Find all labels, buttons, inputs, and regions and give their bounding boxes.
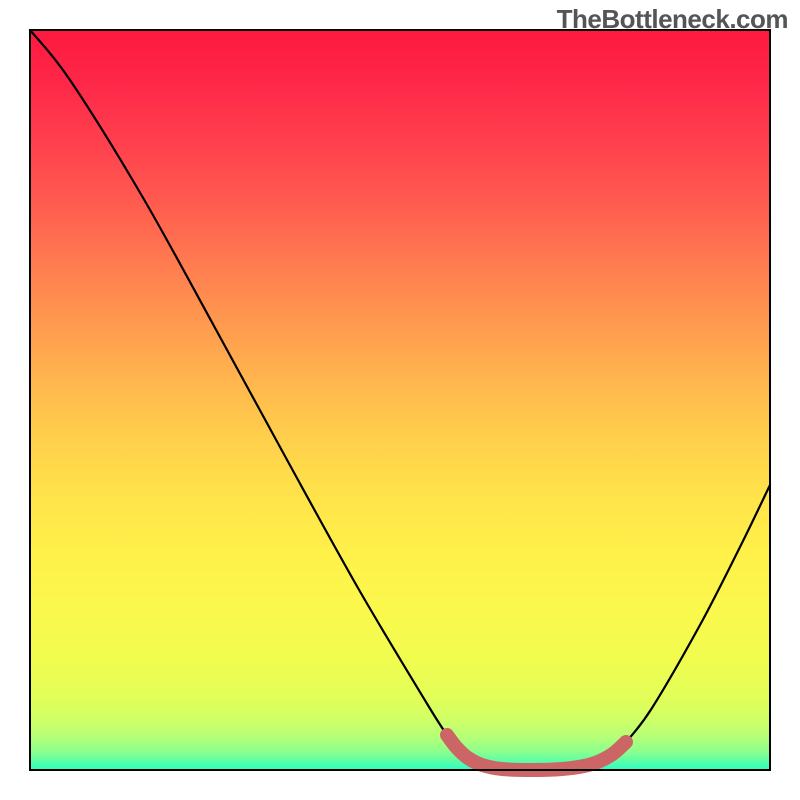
chart-stage: TheBottleneck.com [0, 0, 800, 800]
bottleneck-chart-svg [0, 0, 800, 800]
watermark-text: TheBottleneck.com [557, 4, 788, 35]
